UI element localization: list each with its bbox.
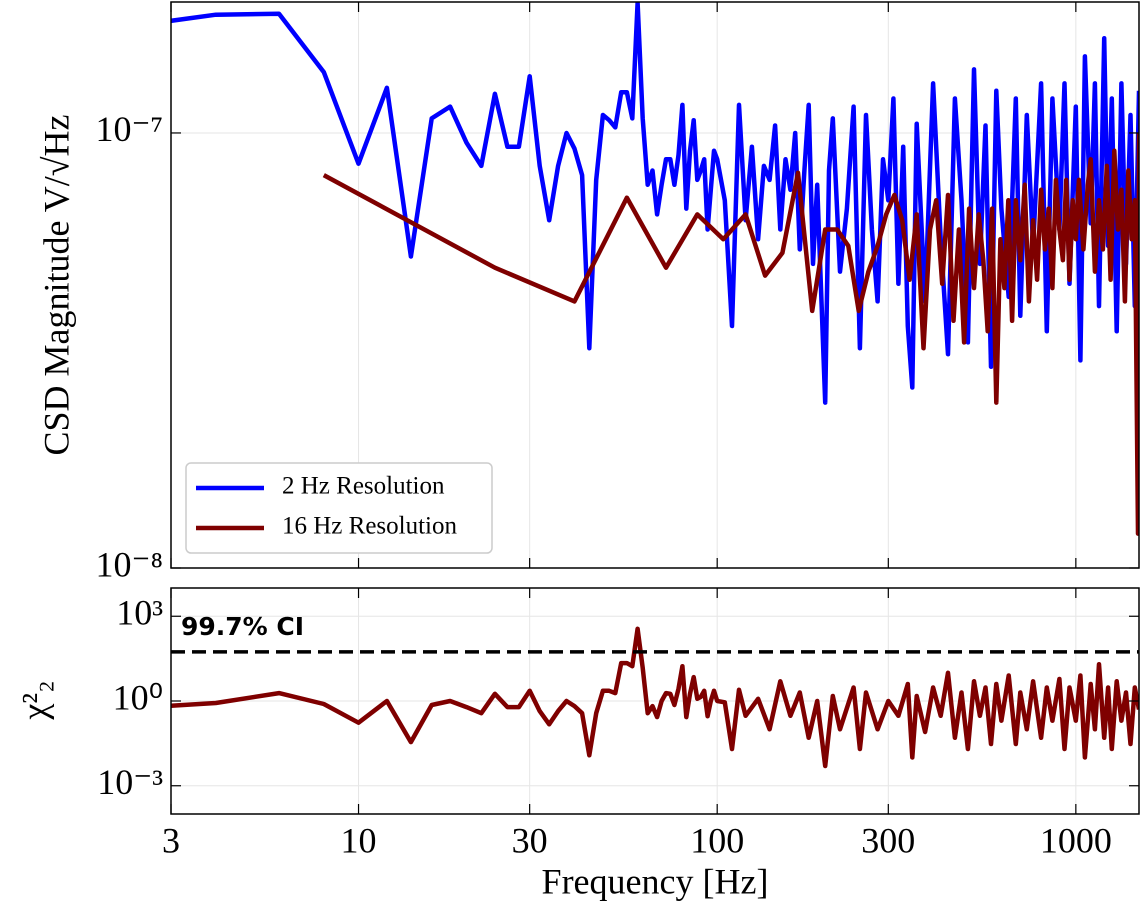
data-line bbox=[322, 132, 1139, 536]
y-axis-label: CSD Magnitude V/√Hz bbox=[36, 114, 76, 455]
threshold-label: 99.7% CI bbox=[181, 612, 304, 641]
plot-area bbox=[171, 626, 1139, 769]
x-tick-label: 30 bbox=[512, 820, 548, 860]
x-tick-label: 3 bbox=[162, 820, 180, 860]
plot-area bbox=[171, 2, 1139, 536]
legend-label: 2 Hz Resolution bbox=[282, 473, 445, 500]
x-tick-label: 10 bbox=[341, 820, 377, 860]
y-tick-label: 10⁻³ bbox=[97, 762, 163, 802]
legend-box bbox=[185, 462, 493, 554]
x-axis-label: Frequency [Hz] bbox=[542, 861, 769, 901]
data-line bbox=[171, 2, 1139, 405]
axes-frame bbox=[170, 587, 1140, 815]
x-tick-label: 1000 bbox=[1040, 820, 1112, 860]
y-tick-label: 10⁰ bbox=[113, 677, 163, 717]
y-axis-label: χ²₂ bbox=[14, 680, 54, 720]
y-tick-label: 10⁻⁷ bbox=[95, 109, 163, 149]
legend-label: 16 Hz Resolution bbox=[282, 513, 457, 540]
x-tick-label: 300 bbox=[861, 820, 915, 860]
y-tick-label: 10⁻⁸ bbox=[95, 544, 163, 584]
x-tick-label: 100 bbox=[690, 820, 744, 860]
y-tick-label: 10³ bbox=[116, 593, 163, 633]
data-line bbox=[171, 626, 1139, 769]
axes-frame bbox=[170, 1, 1140, 569]
